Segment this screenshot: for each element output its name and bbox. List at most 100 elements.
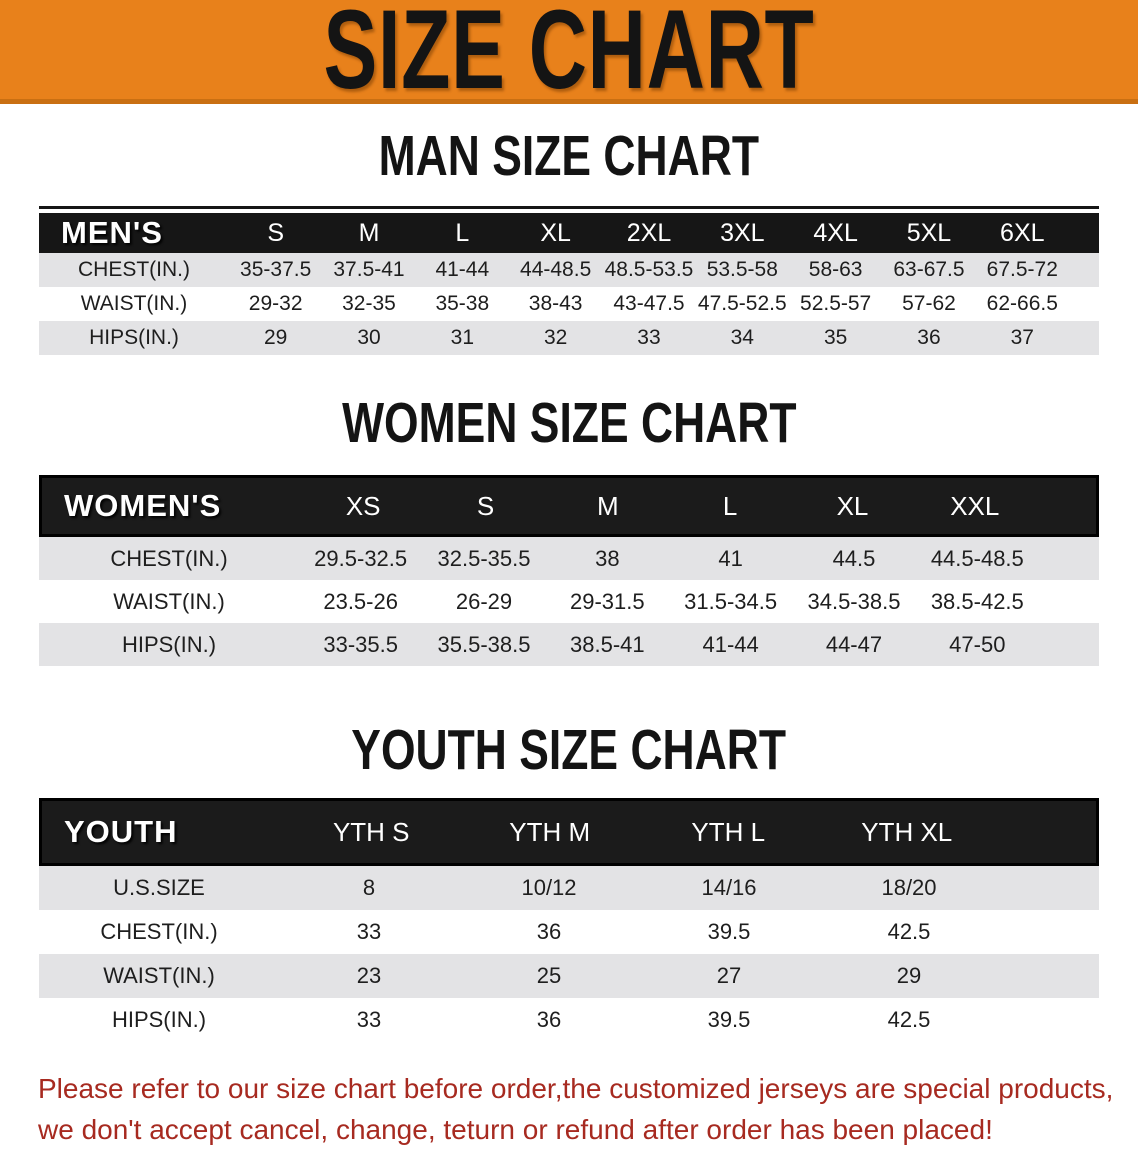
table-header-row: YOUTH YTH S YTH M YTH L YTH XL (39, 798, 1099, 866)
size-value: 33 (637, 326, 661, 349)
size-value: 44-48.5 (520, 258, 592, 281)
size-value: 44.5-48.5 (930, 545, 1024, 571)
row-label: WAIST(IN.) (113, 588, 225, 614)
table-header-row: MEN'S S M L XL 2XL 3XL 4XL 5XL 6XL (39, 213, 1099, 253)
column-header: YTH L (691, 816, 766, 847)
size-value: 37 (1010, 326, 1034, 349)
size-value: 33 (356, 1007, 382, 1032)
size-value: 57-62 (902, 292, 956, 315)
size-value: 29-32 (248, 292, 303, 315)
size-value: 29 (263, 326, 288, 349)
size-value: 38 (595, 545, 620, 571)
man-section-heading-text: MAN SIZE CHART (378, 124, 760, 188)
column-header: XS (345, 490, 381, 521)
youth-section-heading-text: YOUTH SIZE CHART (351, 718, 787, 782)
column-header: 6XL (1000, 218, 1045, 247)
size-value: 47-50 (949, 631, 1006, 657)
size-value: 48.5-53.5 (604, 258, 694, 281)
table-row: WAIST(IN.) 29-32 32-35 35-38 38-43 43-47.5 47.… (39, 287, 1099, 321)
size-value: 34 (730, 326, 754, 349)
size-value: 35-38 (435, 292, 490, 315)
column-header: 3XL (720, 218, 765, 247)
size-value: 33-35.5 (323, 631, 398, 657)
row-label: CHEST(IN.) (78, 258, 190, 281)
column-header: S (476, 490, 495, 521)
section-women: WOMEN SIZE CHART WOMEN'S XS S M L XL XXL CHEST(… (0, 395, 1138, 666)
size-value: 47.5-52.5 (697, 292, 787, 315)
row-label: HIPS(IN.) (111, 1007, 207, 1032)
column-header: L (455, 218, 470, 247)
women-size-table: WOMEN'S XS S M L XL XXL CHEST(IN.) 29.5-32.5 32.5… (39, 475, 1099, 666)
size-value: 29-31.5 (570, 588, 645, 614)
column-header: M (596, 490, 619, 521)
size-value: 8 (362, 875, 376, 900)
table-corner-label: WOMEN'S (64, 488, 222, 523)
table-row: HIPS(IN.) 33-35.5 35.5-38.5 38.5-41 41-44 44-… (39, 623, 1099, 666)
table-row: HIPS(IN.) 29 30 31 32 33 34 35 36 37 (39, 321, 1099, 355)
size-value: 38.5-42.5 (930, 588, 1024, 614)
size-value: 32 (543, 326, 568, 349)
disclaimer-line-2: we don't accept cancel, change, teturn o… (38, 1113, 993, 1145)
size-value: 10/12 (521, 875, 577, 900)
women-section-heading-text: WOMEN SIZE CHART (341, 391, 797, 455)
banner-title: SIZE CHART (323, 0, 815, 112)
size-value: 27 (716, 963, 742, 988)
size-value: 42.5 (887, 1007, 931, 1032)
size-value: 38-43 (528, 292, 583, 315)
column-header: 4XL (813, 218, 858, 247)
man-section-heading: MAN SIZE CHART (0, 128, 1138, 185)
size-value: 42.5 (887, 919, 931, 944)
row-label: WAIST(IN.) (103, 963, 215, 988)
size-value: 23 (356, 963, 382, 988)
table-row: CHEST(IN.) 29.5-32.5 32.5-35.5 38 41 44.5 44.5… (39, 537, 1099, 580)
size-value: 30 (357, 326, 381, 349)
column-header: XL (540, 218, 571, 247)
size-value: 32.5-35.5 (437, 545, 531, 571)
size-value: 29 (896, 963, 922, 988)
size-value: 63-67.5 (893, 258, 965, 281)
column-header: 2XL (626, 218, 672, 247)
size-value: 25 (536, 963, 562, 988)
size-value: 35 (823, 326, 848, 349)
size-value: 67.5-72 (986, 258, 1058, 281)
table-row: HIPS(IN.) 33 36 39.5 42.5 (39, 998, 1099, 1042)
size-value: 35-37.5 (240, 258, 312, 281)
size-value: 41 (718, 545, 743, 571)
disclaimer-text: Please refer to our size chart before or… (38, 1069, 1114, 1150)
column-header: YTH XL (861, 816, 953, 847)
size-value: 35.5-38.5 (437, 631, 531, 657)
column-header: XL (836, 490, 869, 521)
size-value: 36 (536, 1007, 562, 1032)
size-value: 39.5 (707, 1007, 751, 1032)
table-header-row: WOMEN'S XS S M L XL XXL (39, 475, 1099, 537)
disclaimer-line-1: Please refer to our size chart before or… (38, 1073, 1114, 1104)
size-value: 36 (917, 326, 941, 349)
women-section-heading: WOMEN SIZE CHART (0, 395, 1138, 452)
row-label: HIPS(IN.) (89, 326, 179, 349)
size-value: 34.5-38.5 (807, 588, 901, 614)
size-value: 37.5-41 (333, 258, 405, 281)
size-value: 44-47 (825, 631, 883, 657)
section-youth: YOUTH SIZE CHART YOUTH YTH S YTH M YTH L YTH… (0, 722, 1138, 1042)
column-header: M (358, 218, 380, 247)
section-man: MAN SIZE CHART MEN'S S M L XL 2XL 3XL 4XL 5XL 6XL… (0, 128, 1138, 355)
size-value: 52.5-57 (800, 292, 872, 315)
size-value: 26-29 (455, 588, 513, 614)
table-row: CHEST(IN.) 35-37.5 37.5-41 41-44 44-48.5 48.5… (39, 253, 1099, 287)
row-label: CHEST(IN.) (110, 545, 228, 571)
table-row: U.S.SIZE 8 10/12 14/16 18/20 (39, 866, 1099, 910)
size-value: 23.5-26 (323, 588, 398, 614)
row-label: U.S.SIZE (113, 875, 205, 900)
size-value: 14/16 (701, 875, 757, 900)
size-value: 41-44 (702, 631, 759, 657)
column-header: 5XL (906, 218, 952, 247)
size-value: 31.5-34.5 (684, 588, 778, 614)
column-header: YTH S (332, 816, 410, 847)
row-label: CHEST(IN.) (100, 919, 218, 944)
size-value: 31 (450, 326, 474, 349)
size-value: 53.5-58 (706, 258, 778, 281)
column-header: S (267, 218, 284, 247)
size-value: 58-63 (808, 258, 863, 281)
size-value: 32-35 (342, 292, 396, 315)
size-value: 44.5 (832, 545, 876, 571)
